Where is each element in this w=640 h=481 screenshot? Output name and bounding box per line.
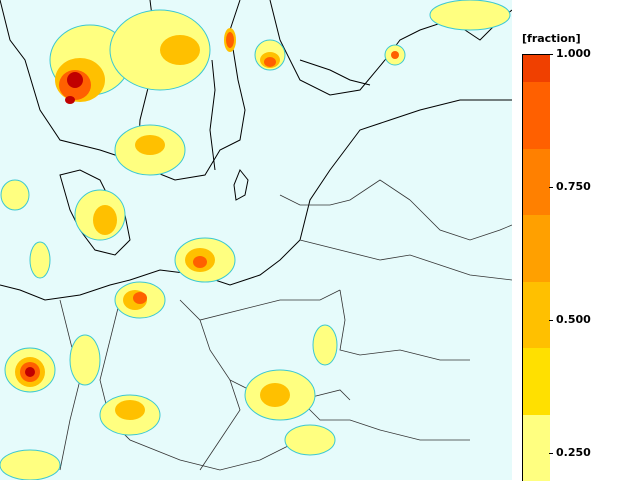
map-canvas — [0, 0, 512, 480]
colorbar-tick — [549, 54, 553, 55]
colorbar-swatch — [523, 149, 550, 216]
colorbar-tick-label: 1.000 — [556, 48, 591, 60]
colorbar-tick-label: 0.250 — [556, 447, 591, 459]
colorbar — [522, 54, 550, 481]
colorbar-tick — [549, 320, 553, 321]
colorbar-swatch — [523, 82, 550, 149]
colorbar-tick-label: 0.500 — [556, 314, 591, 326]
colorbar-swatch — [523, 415, 550, 481]
map-panel[interactable] — [0, 0, 512, 480]
legend-unit-label: [fraction] — [522, 32, 581, 45]
fraction-patches — [0, 0, 510, 480]
colorbar-tick — [549, 453, 553, 454]
colorbar-swatch — [523, 282, 550, 349]
colorbar-swatch — [523, 348, 550, 415]
colorbar-tick — [549, 187, 553, 188]
colorbar-tick-label: 0.750 — [556, 181, 591, 193]
colorbar-swatch — [523, 215, 550, 282]
colorbar-swatch — [523, 55, 550, 82]
colorbar-legend: [fraction] 1.000 0.750 0.500 0.250 — [512, 0, 640, 480]
